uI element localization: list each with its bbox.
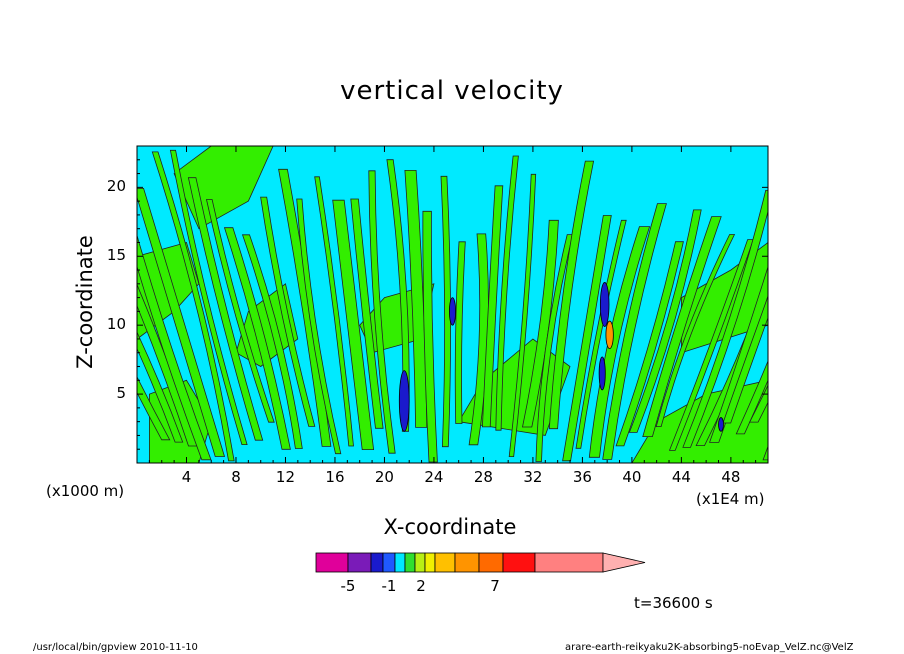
x-tick-label: 32 [523,468,543,486]
velocity-core [449,297,456,326]
colorbar-segment [414,552,426,573]
x-tick-label: 20 [374,468,394,486]
positive-streak [454,241,466,424]
velocity-core [718,417,724,432]
positive-streak [137,331,184,443]
positive-streak [655,234,736,427]
plot-frame [136,145,769,464]
x-tick-label: 44 [671,468,691,486]
positive-streak [350,198,384,429]
y-tick-label: 5 [116,384,126,403]
velocity-core [605,320,614,350]
positive-streak [440,175,451,448]
positive-streak [422,210,438,463]
tick-marks [137,146,768,463]
colorbar-segment [424,552,436,573]
positive-streak [169,149,248,445]
colorbar-arrow [602,552,646,573]
colorbar-segment [404,552,416,573]
positive-streak [187,177,264,441]
footer-right: arare-earth-reikyaku2K-absorbing5-noEvap… [565,642,854,653]
positive-streak [749,384,768,423]
x-tick-label: 36 [572,468,592,486]
positive-streak [260,196,316,427]
positive-streak [314,176,354,447]
positive-streak [296,198,342,455]
colorbar-segment [394,552,406,573]
x-tick-label: 24 [424,468,444,486]
x-tick-label: 4 [181,468,192,486]
positive-streak [223,227,291,450]
x-tick-label: 40 [622,468,642,486]
chart-title: vertical velocity [340,76,564,106]
colorbar-tick-label: -5 [340,577,356,595]
positive-streak [332,199,375,450]
colorbar-tick-label: -1 [381,577,397,595]
positive-streak [615,241,684,447]
colorbar-tick-label: 7 [490,577,500,595]
positive-streak [602,203,667,460]
colorbar-segment [454,552,480,573]
time-label: t=36600 s [634,594,713,612]
colorbar [315,552,646,573]
positive-streak [762,445,768,461]
positive-streak [137,233,212,461]
colorbar-segment [434,552,456,573]
positive-streak [137,188,226,457]
positive-streak [628,209,702,433]
positive-streak [548,160,595,430]
velocity-field [137,146,768,463]
colorbar-segment [382,552,396,573]
positive-streak [368,170,396,454]
positive-streak [642,216,722,437]
positive-streak [508,173,537,457]
positive-streak [386,159,410,432]
positive-streak [151,151,235,462]
x-tick-label: 12 [275,468,296,486]
x-tick-label: 28 [473,468,493,486]
positive-streak [481,185,504,428]
footer-left: /usr/local/bin/gpview 2010-11-10 [33,642,198,653]
colorbar-segment [370,552,384,573]
x-unit-label: (x1E4 m) [696,490,765,508]
x-axis-label: X-coordinate [383,515,517,539]
colorbar-segment [478,552,504,573]
positive-streak [241,234,303,449]
x-tick-label: 16 [325,468,345,486]
velocity-core [398,370,410,432]
colorbar-segment [315,552,349,573]
positive-streak [522,219,559,428]
positive-streak [575,219,627,449]
y-tick-label: 20 [106,177,126,196]
positive-streak [562,215,612,462]
positive-streak [137,376,171,441]
y-axis-label: Z-coordinate [73,235,97,369]
colorbar-tick-label: 2 [416,577,426,595]
y-tick-label: 15 [106,246,126,265]
y-tick-label: 10 [106,315,126,334]
velocity-core [599,282,610,327]
positive-streak [495,155,519,431]
positive-streak [722,295,768,424]
colorbar-segment [502,552,536,573]
colorbar-segment [534,552,604,573]
positive-streak [682,190,768,448]
y-unit-label: (x1000 m) [46,482,125,500]
x-tick-label: 8 [231,468,241,486]
positive-streak [206,199,275,423]
velocity-core [598,356,606,391]
x-tick-label: 48 [721,468,741,486]
colorbar-segment [347,552,372,573]
